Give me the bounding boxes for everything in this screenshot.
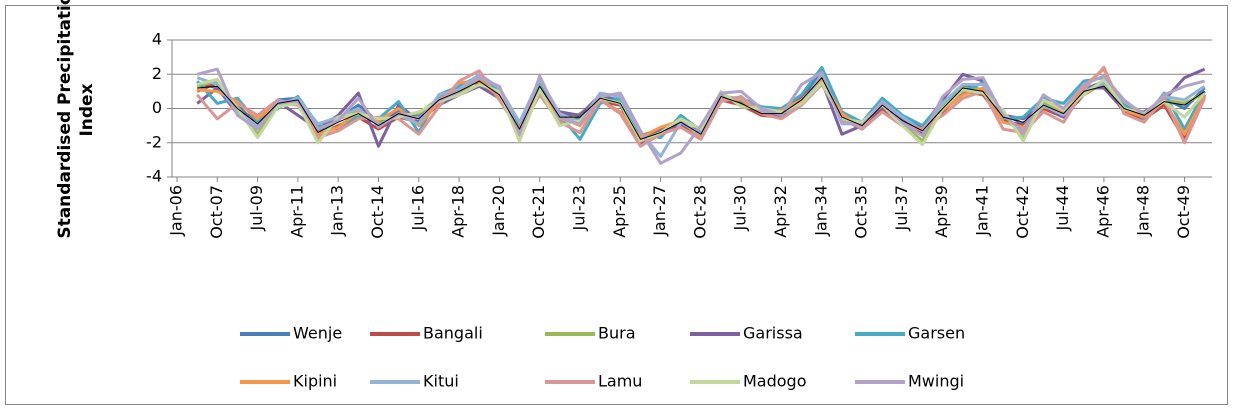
x-tick-label: Jan-20 [489,185,508,237]
x-tick-label: Jul-37 [892,185,911,231]
x-tick-label: Jul-44 [1053,185,1072,231]
series-line [197,77,1205,140]
x-tick-label: Apr-32 [771,185,790,238]
series-line [196,67,1205,165]
legend-label: Garsen [908,324,965,343]
x-tick-label: Oct-07 [207,185,226,239]
series-line [196,65,1206,148]
y-tick-label: 2 [152,64,162,83]
x-tick-label: Jan-13 [328,185,347,237]
y-axis-title: Standardised Precipitation Index [55,0,97,239]
x-tick-label: Jul-09 [247,185,266,231]
x-tick-label: Oct-49 [1174,185,1193,239]
x-tick-label: Jan-48 [1134,185,1153,237]
x-tick-label: Jul-30 [731,185,750,231]
x-tick-label: Jan-34 [811,185,830,237]
x-tick-label: Oct-14 [368,185,387,239]
y-axis-title-line: Standardised Precipitation [55,0,75,239]
x-tick-label: Apr-39 [932,185,951,238]
x-tick-label: Oct-21 [529,185,548,239]
x-tick-label: Jul-16 [408,185,427,231]
legend-label: Mwingi [908,372,964,391]
x-tick-label: Apr-18 [449,185,468,238]
y-tick-label: -2 [146,132,162,151]
x-tick-label: Apr-25 [610,185,629,238]
legend-label: Kipini [293,372,337,391]
x-tick-label: Oct-35 [852,185,871,239]
y-axis-title-line: Index [77,83,97,136]
legend-label: Kitui [423,372,459,391]
legend-label: Lamu [598,372,642,391]
x-tick-label: Jan-27 [650,185,669,237]
legend-label: Bura [598,324,636,343]
x-tick-label: Jan-41 [973,185,992,237]
y-tick-label: 4 [152,30,162,49]
series-line [196,77,1206,146]
x-tick-label: Oct-28 [690,185,709,239]
x-tick-label: Oct-42 [1013,185,1032,239]
x-tick-label: Jan-06 [167,185,186,237]
y-tick-label: -4 [146,167,162,186]
legend-label: Madogo [743,372,807,391]
legend-label: Wenje [293,324,342,343]
x-tick-label: Apr-11 [287,185,306,238]
y-tick-label: 0 [152,98,162,117]
legend-label: Bangali [423,324,483,343]
x-tick-label: Jul-23 [570,185,589,231]
legend-label: Garissa [743,324,803,343]
x-tick-label: Apr-46 [1093,185,1112,238]
